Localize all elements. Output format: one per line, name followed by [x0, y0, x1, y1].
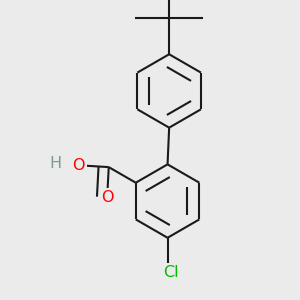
Text: O: O — [72, 158, 85, 173]
Text: Cl: Cl — [163, 265, 178, 280]
Text: O: O — [101, 190, 113, 205]
Text: H: H — [50, 156, 62, 171]
